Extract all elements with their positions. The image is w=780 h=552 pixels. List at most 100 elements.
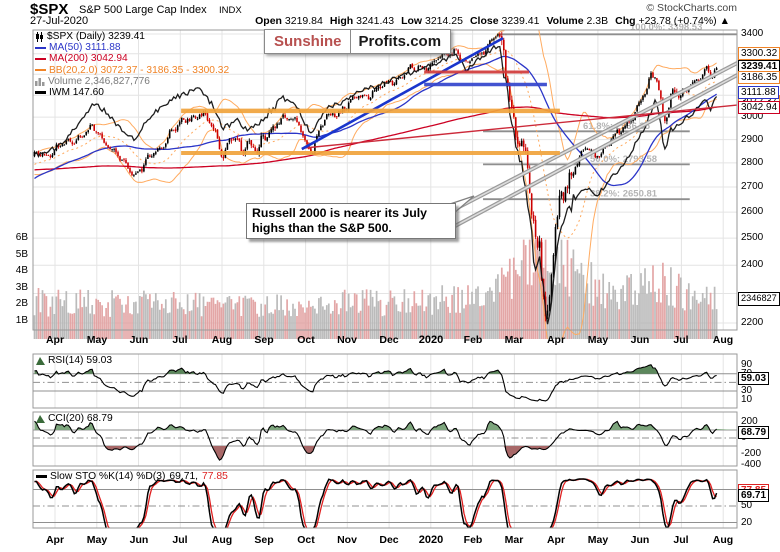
legend-item: BB(20,2.0) 3072.37 - 3186.35 - 3300.32 xyxy=(35,65,229,76)
quote-label: Volume xyxy=(546,15,587,27)
month-label: Aug xyxy=(211,334,233,346)
panel-borders xyxy=(32,29,738,529)
sto-title: Slow STO %K(14) %D(3) xyxy=(50,471,166,482)
rsi-axis-label: 10 xyxy=(741,394,753,405)
month-label: Jul xyxy=(673,334,689,346)
rsi-panel xyxy=(33,364,737,402)
price-axis-label: 2800 xyxy=(741,157,764,168)
quote-label: Chg xyxy=(615,15,639,27)
month-label: Nov xyxy=(337,334,357,346)
axis-value-box-bb-mid: 3186.35 xyxy=(738,71,780,84)
index-title: S&P 500 Large Cap Index xyxy=(79,4,207,16)
price-axis-label: 2700 xyxy=(741,181,764,192)
fib-label: 38.2%: 2650.81 xyxy=(590,189,658,200)
month-label: Aug xyxy=(211,534,233,546)
cci-header: CCI(20) 68.79 xyxy=(36,413,113,424)
sto-axis-label: 50 xyxy=(741,500,753,511)
volume-axis-label: 3B xyxy=(15,282,28,293)
logo-divider xyxy=(349,30,351,53)
month-label: Jul xyxy=(172,334,188,346)
month-label: Sep xyxy=(254,334,274,346)
ma200-line xyxy=(34,106,717,171)
volume-axis-label: 6B xyxy=(15,232,28,243)
volume-bars xyxy=(33,239,718,339)
axis-value-box-ma50: 3111.88 xyxy=(738,86,779,99)
month-label: Jun xyxy=(630,334,650,346)
month-label: Dec xyxy=(379,334,399,346)
month-label: Mar xyxy=(504,334,524,346)
line-swatch-icon xyxy=(36,475,47,478)
volume-axis-label: 5B xyxy=(15,249,28,260)
month-label: Oct xyxy=(297,534,315,546)
quote-value: 3241.43 xyxy=(356,15,395,27)
chart-date: 27-Jul-2020 xyxy=(30,15,89,27)
main-legend: $SPX (Daily) 3239.41 MA(50) 3111.88 MA(200… xyxy=(35,31,229,98)
sto-axis-label: 20 xyxy=(741,517,753,528)
quote-value: 3239.41 xyxy=(501,15,540,27)
month-label: Apr xyxy=(546,534,566,546)
month-label: Jul xyxy=(172,534,188,546)
line-swatch xyxy=(35,46,46,50)
axis-value-box-ma200: 3042.94 xyxy=(738,101,780,114)
line-swatch xyxy=(35,68,46,72)
legend-label: $SPX (Daily) 3239.41 xyxy=(47,31,145,42)
month-label: May xyxy=(587,534,609,546)
cci-value-box: 68.79 xyxy=(738,426,770,439)
volume-axis-label: 2B xyxy=(15,298,28,309)
rsi-axis-label: 30 xyxy=(741,385,753,396)
legend-label: MA(200) 3042.94 xyxy=(49,53,128,65)
month-label: Jun xyxy=(129,534,149,546)
month-label: Apr xyxy=(546,334,566,346)
sto-d-value: 77.85 xyxy=(202,471,228,482)
fib-label: 50.0%: 2793.58 xyxy=(590,154,657,165)
axis-value-box-volume: 2346827 xyxy=(738,292,780,306)
legend-label: MA(50) 3111.88 xyxy=(49,42,121,54)
legend-label: Volume 2,346,827,776 xyxy=(48,75,150,87)
annotation-callout: Russell 2000 is nearer its July highs th… xyxy=(246,203,456,239)
quote-value: 2.3B xyxy=(586,15,609,27)
month-label: Oct xyxy=(297,334,315,346)
annotation-line2: highs than the S&P 500. xyxy=(252,221,392,235)
cci-axis-label: -400 xyxy=(741,459,762,470)
legend-item: MA(50) 3111.88 xyxy=(35,42,229,53)
quote-summary: Open 3219.84 High 3241.43 Low 3214.25 Close… xyxy=(255,15,737,27)
rsi-title: RSI(14) 59.03 xyxy=(48,355,113,366)
quote-label: Low xyxy=(401,15,425,27)
cci-axis-label: 200 xyxy=(741,416,758,427)
price-axis-label: 3400 xyxy=(741,28,764,39)
rsi-axis-label: 90 xyxy=(741,359,753,370)
exchange-label: INDX xyxy=(219,5,242,16)
price-axis-label: 3000 xyxy=(741,111,764,122)
sto-k-value-box: 69.71 xyxy=(738,489,770,502)
sto-panel xyxy=(33,478,737,528)
sto-k-value: 69.71, xyxy=(169,471,199,482)
cci-title: CCI(20) 68.79 xyxy=(48,413,113,424)
month-label: Sep xyxy=(254,534,274,546)
copyright: © StockCharts.com xyxy=(646,2,737,14)
month-label: Aug xyxy=(712,334,734,346)
annotation-line1: Russell 2000 is nearer its July xyxy=(252,206,427,220)
ticker-symbol: $SPX xyxy=(30,1,69,18)
price-axis-label: 2200 xyxy=(741,317,764,328)
month-label: May xyxy=(86,534,108,546)
month-label: Apr xyxy=(45,534,65,546)
month-label: Feb xyxy=(463,334,483,346)
quote-label: Open xyxy=(255,15,285,27)
rsi-value-box: 59.03 xyxy=(738,372,770,385)
legend-item: Volume 2,346,827,776 xyxy=(35,76,229,87)
rsi-header: RSI(14) 59.03 xyxy=(36,355,112,366)
price-axis-label: 2500 xyxy=(741,232,764,243)
month-label: Jun xyxy=(129,334,149,346)
month-label: Feb xyxy=(463,534,483,546)
fib-label: 100.0%: 3398.53 xyxy=(630,22,702,33)
axis-value-box-bb-upper: 3300.32 xyxy=(738,47,780,60)
price-axis-label: 2900 xyxy=(741,134,764,145)
quote-label: High xyxy=(329,15,357,27)
quote-value: 3214.25 xyxy=(425,15,463,27)
legend-item: $SPX (Daily) 3239.41 xyxy=(35,31,229,42)
sunshine-profits-logo: Sunshine Profits.com xyxy=(264,29,452,54)
month-label: Jul xyxy=(673,534,689,546)
month-label: 2020 xyxy=(418,334,444,346)
